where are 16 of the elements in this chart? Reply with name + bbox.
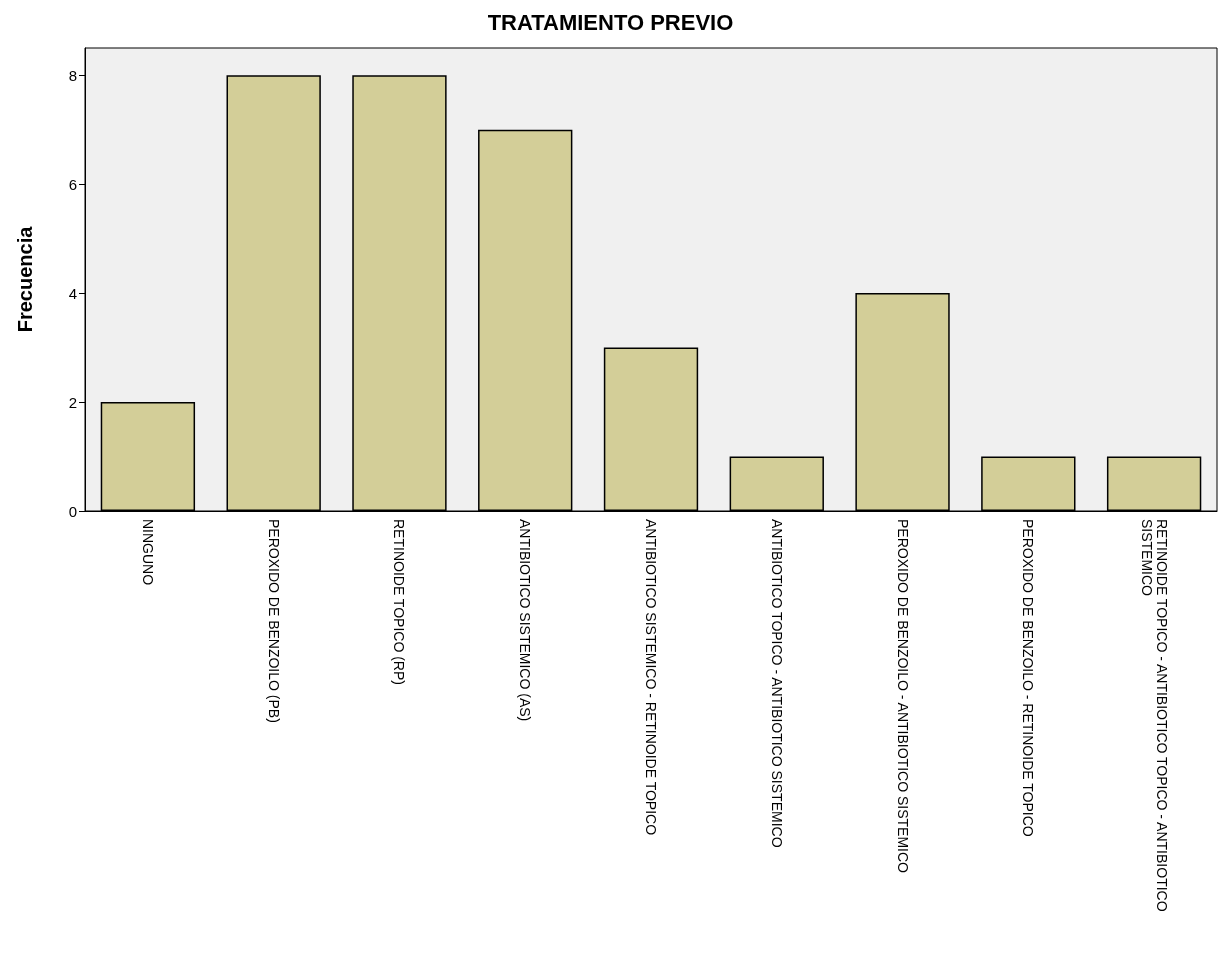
x-tick-label: ANTIBIOTICO TOPICO - ANTIBIOTICO SISTEMICO	[768, 519, 785, 848]
x-tick-label: ANTIBIOTICO SISTEMICO (AS)	[517, 519, 534, 722]
x-tick-label: RETINOIDE TOPICO (RP)	[391, 519, 408, 685]
y-tick-label: 0	[68, 502, 77, 520]
y-tick-label: 4	[68, 284, 77, 302]
y-axis-title: Frecuencia	[14, 225, 36, 333]
y-tick-label: 6	[68, 175, 77, 193]
x-tick-label: ANTIBIOTICO SISTEMICO - RETINOIDE TOPICO	[643, 519, 659, 836]
y-tick-label: 8	[68, 66, 77, 84]
x-tick-label: PEROXIDO DE BENZOILO - RETINOIDE TOPICO	[1020, 519, 1037, 837]
y-tick-label: 2	[68, 393, 77, 411]
chart-title: TRATAMIENTO PREVIO	[487, 9, 734, 35]
x-tick-label: PEROXIDO DE BENZOILO (PB)	[265, 519, 282, 723]
x-tick-label: NINGUNO	[139, 519, 156, 586]
x-tick-label: RETINOIDE TOPICO - ANTIBIOTICO TOPICO - ANTIBIOTICO SISTEMICO	[1138, 519, 1170, 916]
x-tick-label: PEROXIDO DE BENZOILO - ANTIBIOTICO SISTEMICO	[894, 519, 911, 874]
